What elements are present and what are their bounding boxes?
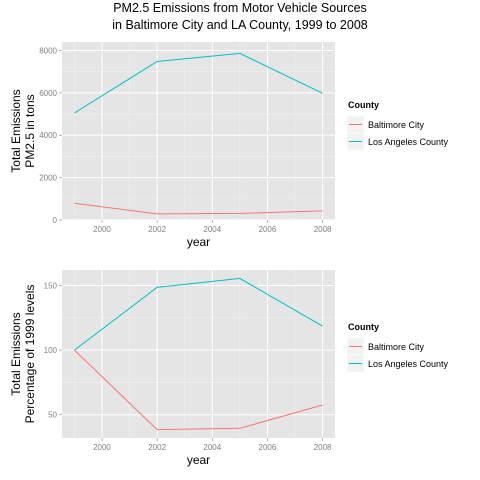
panel1-group: 0 2000 4000 6000 8000 2000 2002 2004 2006 2008 yea… xyxy=(9,42,449,249)
panel1-series-line-los-angeles xyxy=(74,52,323,114)
panel2-series-line-los-angeles xyxy=(74,277,323,351)
panel1-x-tick-label: 2006 xyxy=(259,225,277,234)
panel2-x-tick-label: 2004 xyxy=(203,443,221,452)
panel1-y-tick-label: 8000 xyxy=(39,46,57,55)
panel1-y-tick-label: 4000 xyxy=(39,131,57,140)
panel2-y-tick-label: 50 xyxy=(48,411,57,420)
panel1-y-tick-label: 2000 xyxy=(39,174,57,183)
panel1-x-tick-label: 2004 xyxy=(203,225,221,234)
panel1-y-tick-label: 6000 xyxy=(39,89,57,98)
panel1-y-tick-label: 0 xyxy=(53,216,58,225)
panel1-legend-title: County xyxy=(348,100,379,110)
panel2-y-tick-label: 100 xyxy=(44,346,58,355)
panel2-x-axis-title: year xyxy=(187,453,210,467)
panel1-y-axis-title-line-1: Total Emissions xyxy=(9,89,23,172)
panel2-x-tick-label: 2002 xyxy=(148,443,166,452)
panel1-background xyxy=(62,42,335,220)
panel2-legend-label-los-angeles: Los Angeles County xyxy=(368,359,449,369)
panel2-series-line-baltimore xyxy=(74,349,323,431)
panel1-x-axis-title: year xyxy=(187,235,210,249)
panel1-series-line-baltimore xyxy=(74,202,323,215)
panel2-y-axis-title-line-2: Percentage of 1999 levels xyxy=(23,285,37,424)
panel2-background xyxy=(62,270,335,438)
panel2-legend-title: County xyxy=(348,322,379,332)
panel2-legend-label-baltimore: Baltimore City xyxy=(368,342,425,352)
panel1-legend-label-baltimore: Baltimore City xyxy=(368,120,425,130)
panel2-x-tick-label: 2008 xyxy=(314,443,332,452)
panel1-x-tick-label: 2000 xyxy=(93,225,111,234)
panel2-x-tick-label: 2006 xyxy=(259,443,277,452)
panel2-y-axis-title-line-1: Total Emissions xyxy=(9,312,23,395)
chart-title-line-1: PM2.5 Emissions from Motor Vehicle Sourc… xyxy=(113,1,367,15)
panel1-legend-label-los-angeles: Los Angeles County xyxy=(368,137,449,147)
panel2-x-tick-label: 2000 xyxy=(93,443,111,452)
panel1-x-tick-label: 2008 xyxy=(314,225,332,234)
panel1-x-tick-label: 2002 xyxy=(148,225,166,234)
panel1-y-axis-title-line-2: PM2.5 in tons xyxy=(23,94,37,167)
chart-title-line-2: in Baltimore City and LA County, 1999 to… xyxy=(112,18,368,32)
panel2-group: 50 100 150 2000 2002 2004 2006 2008 year Total Em… xyxy=(9,270,449,467)
panel2-y-tick-label: 150 xyxy=(44,282,58,291)
